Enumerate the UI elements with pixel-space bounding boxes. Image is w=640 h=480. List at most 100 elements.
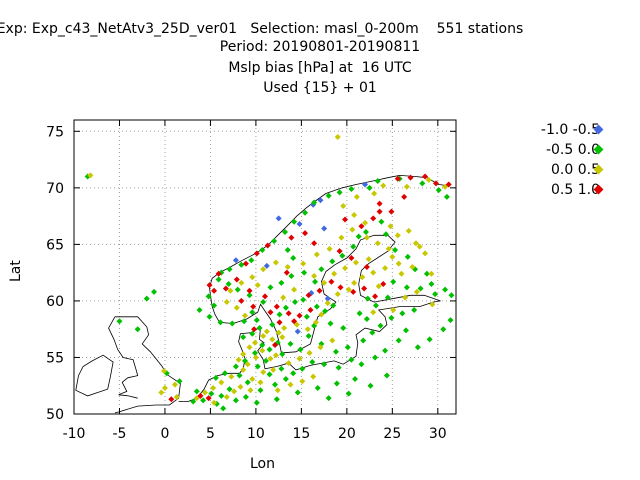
data-point-series-3	[201, 389, 208, 396]
data-point-series-2	[234, 286, 241, 293]
chart-title-line-1: Exp: Exp_c43_NetAtv3_25D_ver01 Selection…	[0, 21, 524, 37]
data-point-series-3	[389, 253, 396, 260]
data-point-series-3	[374, 240, 381, 247]
data-point-series-4	[222, 285, 229, 292]
data-point-series-1	[317, 197, 324, 204]
data-point-series-2	[282, 304, 289, 311]
data-point-series-2	[309, 358, 316, 365]
data-point-series-2	[395, 337, 402, 344]
data-point-series-3	[257, 379, 264, 386]
data-points	[84, 133, 455, 412]
data-point-series-4	[233, 276, 240, 283]
y-tick-label: 55	[46, 350, 64, 366]
data-point-series-4	[276, 319, 283, 326]
data-point-series-2	[278, 365, 285, 372]
data-point-series-2	[278, 279, 285, 286]
x-tick-label: 0	[160, 426, 169, 442]
data-point-series-3	[284, 264, 291, 270]
data-point-series-3	[359, 274, 366, 281]
data-point-series-3	[267, 355, 274, 362]
coastline	[178, 300, 441, 402]
data-point-series-2	[290, 370, 297, 377]
data-point-series-4	[246, 287, 253, 294]
data-point-series-4	[380, 280, 387, 287]
data-point-series-2	[253, 399, 260, 406]
data-point-series-2	[360, 337, 367, 344]
data-point-series-2	[372, 302, 379, 309]
data-point-series-3	[210, 384, 217, 391]
data-point-series-2	[356, 310, 363, 317]
data-point-series-2	[378, 218, 385, 225]
data-point-series-3	[263, 328, 270, 335]
data-point-series-2	[244, 379, 251, 386]
data-point-series-2	[288, 273, 295, 280]
data-point-series-2	[218, 392, 225, 399]
data-point-series-4	[401, 193, 408, 200]
data-point-series-3	[173, 394, 180, 401]
data-point-series-2	[382, 347, 389, 354]
y-axis-label: Lat	[8, 260, 24, 282]
data-point-series-2	[212, 374, 219, 381]
data-point-series-3	[296, 355, 303, 362]
data-point-series-3	[223, 299, 230, 306]
data-point-series-4	[291, 318, 298, 325]
data-point-series-4	[238, 297, 245, 304]
data-point-series-3	[235, 356, 242, 363]
y-tick-label: 60	[46, 294, 64, 310]
data-point-series-3	[312, 319, 319, 326]
data-point-series-2	[287, 340, 294, 347]
data-point-series-2	[403, 284, 410, 291]
data-point-series-2	[271, 237, 278, 244]
data-point-series-3	[299, 378, 306, 385]
data-point-series-2	[254, 363, 261, 370]
coastline	[75, 354, 114, 397]
data-point-series-4	[372, 293, 379, 300]
data-point-series-2	[305, 332, 312, 339]
data-point-series-2	[221, 370, 228, 377]
data-point-series-3	[385, 245, 392, 252]
data-point-series-2	[240, 334, 247, 341]
data-point-series-3	[251, 339, 258, 346]
data-point-series-3	[425, 176, 432, 183]
coastline	[108, 316, 139, 399]
data-point-series-2	[339, 252, 346, 259]
x-tick-label: -5	[112, 426, 126, 442]
data-point-series-3	[252, 354, 259, 361]
data-point-series-3	[351, 211, 358, 218]
data-point-series-2	[336, 189, 343, 196]
data-point-series-2	[143, 295, 150, 302]
data-point-series-2	[215, 276, 222, 283]
data-point-series-2	[238, 261, 245, 268]
data-point-series-3	[390, 306, 397, 313]
data-point-series-2	[176, 378, 183, 385]
chart-title-line-2: Period: 20190801-20190811	[219, 39, 421, 55]
data-point-series-2	[302, 209, 309, 216]
data-point-series-4	[272, 342, 279, 349]
data-point-series-2	[372, 354, 379, 361]
x-tick-label: 20	[338, 426, 356, 442]
data-point-series-2	[279, 351, 286, 358]
data-point-series-3	[218, 379, 225, 386]
data-point-series-2	[229, 320, 236, 327]
data-point-series-1	[275, 215, 282, 222]
data-point-series-2	[432, 291, 439, 298]
data-point-series-4	[168, 396, 175, 403]
data-point-series-3	[371, 190, 378, 197]
data-point-series-3	[409, 264, 416, 270]
data-point-series-3	[413, 288, 420, 295]
plot-frame	[73, 119, 457, 415]
data-point-series-2	[312, 278, 319, 285]
data-point-series-3	[293, 321, 300, 328]
data-point-series-4	[336, 248, 343, 255]
data-point-series-4	[376, 208, 383, 215]
data-point-series-3	[412, 240, 419, 247]
data-point-series-2	[196, 306, 203, 313]
data-point-series-2	[134, 326, 141, 333]
data-point-series-4	[197, 392, 204, 399]
data-point-series-4	[296, 312, 303, 319]
data-point-series-4	[348, 254, 355, 261]
data-point-series-2	[301, 269, 308, 276]
data-point-series-3	[338, 234, 345, 241]
data-point-series-4	[342, 216, 349, 223]
data-point-series-3	[158, 389, 165, 396]
